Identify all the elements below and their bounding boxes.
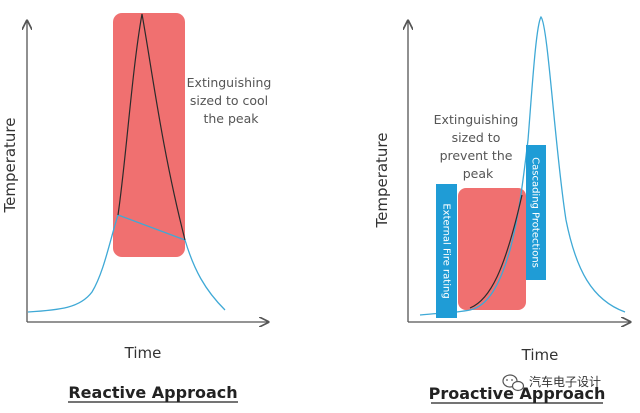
cascading-protections-label: Cascading Protections: [530, 157, 541, 268]
wechat-icon: [502, 374, 525, 392]
external-fire-rating-label: External Fire rating: [441, 203, 452, 298]
reactive-peak-curve: [117, 13, 186, 241]
reactive-x-label: Time: [124, 344, 162, 362]
reactive-y-label: Temperature: [1, 117, 19, 213]
proactive-annotation-line: peak: [463, 166, 494, 181]
proactive-x-label: Time: [521, 346, 559, 364]
reactive-annotation: Extinguishing sized to cool the peak: [187, 75, 276, 126]
reactive-annotation-line: the peak: [203, 111, 259, 126]
proactive-y-label: Temperature: [373, 132, 391, 228]
proactive-peak-curve: [469, 194, 523, 309]
reactive-panel: Temperature Time Extinguishing sized to …: [1, 13, 276, 403]
reactive-extinguishing-box: [113, 13, 185, 257]
reactive-annotation-line: Extinguishing: [187, 75, 272, 90]
watermark-text: 汽车电子设计: [529, 374, 601, 389]
reactive-temperature-curve: [27, 214, 226, 313]
reactive-caption: Reactive Approach: [68, 383, 237, 402]
proactive-temperature-curve: [419, 15, 626, 316]
proactive-annotation-line: prevent the: [440, 148, 513, 163]
external-fire-rating-bar: [436, 184, 457, 318]
proactive-annotation-line: sized to: [452, 130, 501, 145]
reactive-annotation-line: sized to cool: [190, 93, 268, 108]
watermark: 汽车电子设计: [502, 374, 601, 392]
proactive-annotation-line: Extinguishing: [434, 112, 519, 127]
proactive-extinguishing-box: [458, 188, 526, 310]
proactive-panel: External Fire rating Cascading Protectio…: [373, 15, 630, 404]
proactive-annotation: Extinguishing sized to prevent the peak: [434, 112, 523, 181]
proactive-caption: Proactive Approach: [429, 384, 606, 403]
cascading-protections-bar: [526, 145, 546, 280]
